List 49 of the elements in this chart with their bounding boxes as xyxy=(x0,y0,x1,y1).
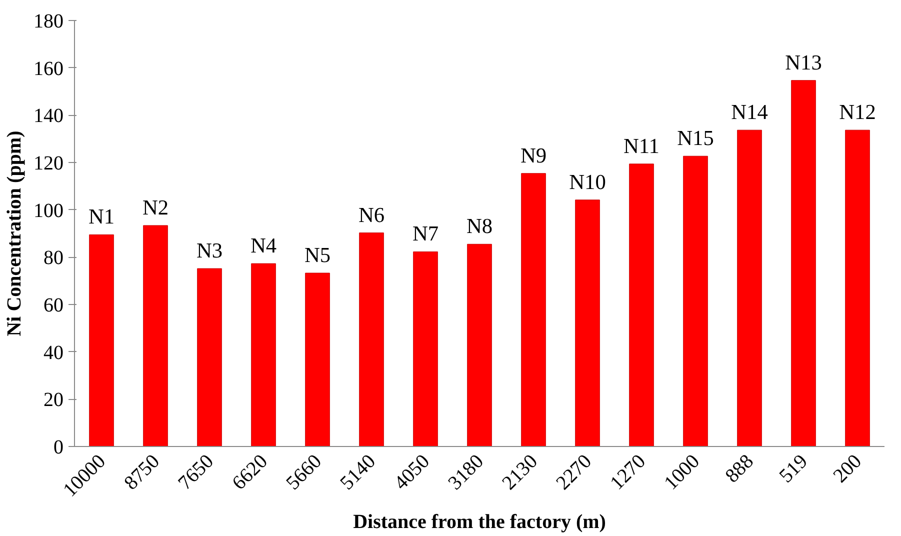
data-label: N10 xyxy=(569,170,606,194)
y-tick-label: 60 xyxy=(44,294,64,316)
y-tick-label: 160 xyxy=(34,58,64,80)
data-label: N1 xyxy=(88,204,115,229)
data-label: N11 xyxy=(624,134,660,158)
y-tick-label: 80 xyxy=(44,247,64,270)
bar xyxy=(467,244,492,446)
data-label: N4 xyxy=(250,234,277,258)
bar xyxy=(413,251,438,446)
y-tick-label: 0 xyxy=(54,436,64,458)
data-label: N12 xyxy=(839,100,876,124)
data-label: N7 xyxy=(412,222,439,246)
data-label: N2 xyxy=(142,195,169,220)
data-label: N6 xyxy=(358,202,385,227)
bar xyxy=(737,130,762,446)
y-tick-label: 140 xyxy=(34,105,64,128)
data-label: N8 xyxy=(466,214,493,238)
bar xyxy=(683,156,708,446)
bar xyxy=(521,173,546,446)
data-label: N9 xyxy=(520,143,547,168)
y-tick-label: 180 xyxy=(34,10,64,32)
x-tick-label: 200 xyxy=(829,450,866,488)
bar xyxy=(197,268,222,446)
x-tick-label: 4050 xyxy=(390,450,434,494)
x-tick-label: 8750 xyxy=(120,450,164,494)
data-label: N15 xyxy=(677,126,714,150)
data-label: N5 xyxy=(304,243,331,268)
bar xyxy=(143,225,168,446)
bar xyxy=(305,272,330,446)
bar xyxy=(89,234,114,446)
bar xyxy=(359,232,384,446)
data-label: N14 xyxy=(731,100,768,124)
y-axis-title: Ni Concentration (ppm) xyxy=(4,130,26,336)
data-label: N3 xyxy=(196,238,223,263)
bar xyxy=(845,130,870,446)
x-tick-label: 519 xyxy=(775,450,812,488)
y-tick-label: 20 xyxy=(44,389,64,412)
y-tick-label: 120 xyxy=(34,152,64,174)
y-tick-label: 100 xyxy=(34,200,64,222)
x-tick-label: 7650 xyxy=(174,450,218,494)
x-tick-label: 6620 xyxy=(228,450,272,494)
bar xyxy=(629,164,654,446)
data-label: N13 xyxy=(785,50,822,74)
bar xyxy=(791,80,816,446)
x-axis-title: Distance from the factory (m) xyxy=(353,510,606,533)
bar xyxy=(251,263,276,446)
x-tick-label: 888 xyxy=(721,450,758,488)
y-tick-label: 40 xyxy=(44,342,64,364)
bar xyxy=(575,200,600,446)
